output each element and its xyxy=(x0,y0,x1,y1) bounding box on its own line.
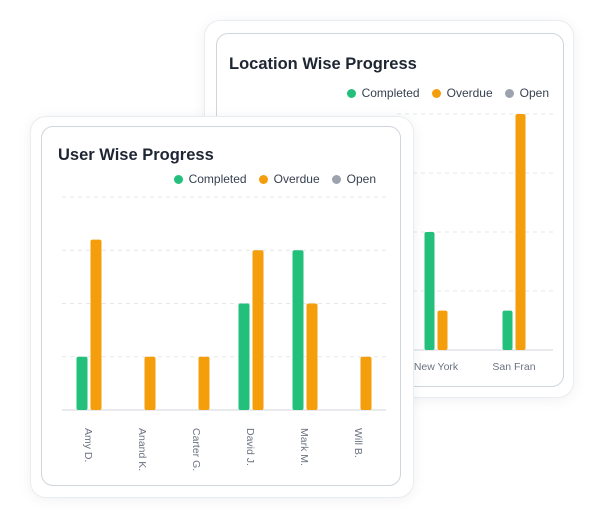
legend-item-completed: Completed xyxy=(346,86,420,100)
location-chart-title: Location Wise Progress xyxy=(229,55,417,73)
x-tick-label-carter-g: Carter G. xyxy=(190,428,202,471)
x-tick-label-mark-m: Mark M. xyxy=(298,428,310,466)
legend-label-open: Open xyxy=(519,86,549,100)
bar-overdue-anand-k xyxy=(144,356,156,410)
user-bar-chart: Amy D. Anand K. Carter G. David J. Mark M. Wi… xyxy=(62,196,386,471)
user-progress-card: User Wise Progress Completed Overdue Ope… xyxy=(41,126,401,486)
bar-overdue-carter-g xyxy=(198,356,210,410)
bar-overdue-david-j xyxy=(252,250,264,410)
legend-dot-open xyxy=(331,174,341,184)
legend-item-open: Open xyxy=(331,172,376,186)
legend-item-completed: Completed xyxy=(173,172,247,186)
bar-completed-san-fran xyxy=(502,310,513,350)
x-tick-label-anand-k: Anand K. xyxy=(136,428,148,471)
x-tick-label-san-fran: San Fran xyxy=(492,361,535,373)
legend-label-completed: Completed xyxy=(188,172,247,186)
legend-dot-overdue xyxy=(431,88,441,98)
x-tick-label-new-york: New York xyxy=(414,361,459,373)
legend-dot-overdue xyxy=(258,174,268,184)
bar-overdue-amy-d xyxy=(90,239,102,410)
bar-completed-mark-m xyxy=(292,250,304,410)
bar-completed-amy-d xyxy=(76,356,88,410)
legend-dot-completed xyxy=(173,174,183,184)
bar-overdue-will-b xyxy=(360,356,372,410)
user-chart-title: User Wise Progress xyxy=(58,146,214,164)
x-tick-label-david-j: David J. xyxy=(244,428,256,466)
legend-label-completed: Completed xyxy=(361,86,420,100)
legend-dot-open xyxy=(504,88,514,98)
user-chart-legend: Completed Overdue Open xyxy=(173,172,376,186)
bar-completed-new-york xyxy=(424,232,435,350)
legend-label-overdue: Overdue xyxy=(273,172,320,186)
x-tick-label-will-b: Will B. xyxy=(352,428,364,458)
location-chart-legend: Completed Overdue Open xyxy=(346,86,549,100)
legend-item-overdue: Overdue xyxy=(431,86,493,100)
bar-overdue-san-fran xyxy=(515,114,526,350)
legend-item-open: Open xyxy=(504,86,549,100)
legend-label-overdue: Overdue xyxy=(446,86,493,100)
bar-completed-david-j xyxy=(238,303,250,410)
legend-label-open: Open xyxy=(346,172,376,186)
bar-overdue-mark-m xyxy=(306,303,318,410)
legend-dot-completed xyxy=(346,88,356,98)
x-tick-label-amy-d: Amy D. xyxy=(82,428,94,462)
legend-item-overdue: Overdue xyxy=(258,172,320,186)
bar-overdue-new-york xyxy=(437,310,448,350)
location-bar-chart: New York San Fran xyxy=(397,113,553,373)
